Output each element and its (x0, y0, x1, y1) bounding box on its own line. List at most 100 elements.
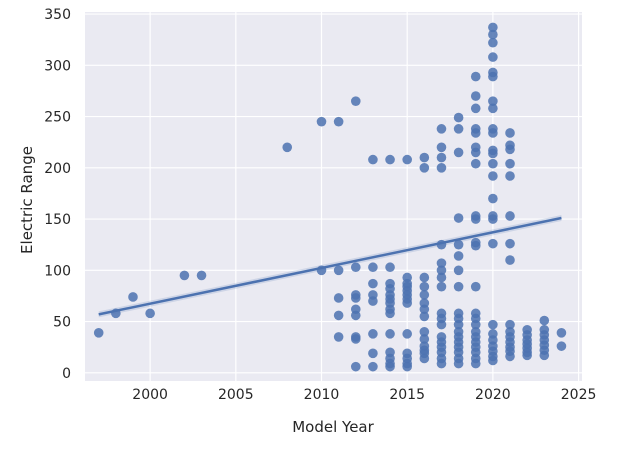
data-point (368, 278, 378, 289)
data-point (556, 328, 567, 338)
data-point (350, 310, 361, 321)
data-point (505, 144, 515, 155)
data-point (488, 128, 498, 138)
data-point (196, 270, 207, 281)
data-point (556, 341, 567, 351)
data-point (368, 262, 378, 273)
regression-layer (98, 215, 562, 318)
x-tick-label: 2000 (132, 387, 168, 403)
data-point (333, 332, 344, 342)
data-point (488, 148, 498, 159)
data-point (350, 293, 361, 303)
data-point (402, 329, 412, 339)
data-point (453, 281, 464, 292)
grid-lines (85, 12, 582, 381)
data-point (436, 272, 447, 283)
data-point (436, 358, 447, 369)
data-point (470, 158, 481, 169)
data-point (470, 319, 481, 330)
data-point (368, 296, 378, 306)
data-point (419, 272, 430, 283)
data-point (453, 147, 464, 158)
data-point (488, 71, 498, 82)
y-tick-label: 50 (53, 315, 71, 331)
data-point (470, 103, 481, 114)
data-point (316, 116, 327, 127)
data-point (419, 163, 430, 173)
y-tick-label: 100 (44, 263, 71, 279)
data-point (419, 290, 430, 300)
data-point (111, 308, 121, 319)
data-point (470, 358, 481, 369)
data-point (470, 240, 481, 251)
data-point (368, 329, 378, 339)
data-point (419, 304, 430, 315)
data-point (488, 319, 498, 330)
data-point (505, 171, 515, 181)
data-point (333, 293, 344, 303)
data-point (470, 91, 481, 101)
data-point (453, 239, 464, 250)
data-point (470, 71, 481, 82)
data-point (385, 262, 395, 273)
data-point (93, 328, 104, 338)
data-point (488, 29, 498, 40)
data-point (436, 281, 447, 292)
data-points (93, 22, 567, 372)
data-point (453, 319, 464, 330)
data-point (505, 319, 515, 330)
data-point (488, 52, 498, 62)
data-point (179, 270, 190, 281)
data-point (436, 142, 447, 153)
x-tick-label: 2015 (389, 387, 425, 403)
data-point (368, 348, 378, 359)
y-axis-label: Electric Range (18, 146, 36, 254)
data-point (505, 351, 515, 362)
y-tick-label: 200 (44, 161, 71, 177)
x-tick-label: 2025 (561, 387, 597, 403)
data-point (316, 265, 327, 276)
data-point (436, 265, 447, 276)
regression-line (98, 216, 562, 316)
data-point (419, 327, 430, 337)
x-tick-label: 2020 (475, 387, 511, 403)
data-point (436, 319, 447, 330)
data-point (539, 350, 550, 361)
data-point (488, 103, 498, 114)
data-point (488, 214, 498, 224)
data-point (333, 310, 344, 321)
data-point (419, 311, 430, 322)
data-point (488, 22, 498, 33)
data-point (539, 315, 550, 326)
data-point (488, 37, 498, 48)
data-point (453, 124, 464, 134)
y-tick-label: 150 (44, 212, 71, 228)
data-point (368, 154, 378, 165)
data-point (368, 361, 378, 372)
data-point (470, 281, 481, 292)
data-point (282, 142, 293, 153)
data-point (402, 154, 412, 165)
data-point (385, 329, 395, 339)
data-point (505, 158, 515, 169)
data-point (488, 171, 498, 181)
data-point (453, 112, 464, 123)
data-point (419, 152, 430, 163)
data-point (488, 355, 498, 366)
data-point (470, 147, 481, 158)
data-point (488, 96, 498, 106)
data-point (419, 353, 430, 364)
data-point (333, 116, 344, 127)
data-point (505, 238, 515, 249)
y-tick-label: 250 (44, 110, 71, 126)
data-point (436, 124, 447, 134)
data-point (453, 213, 464, 223)
data-point (436, 163, 447, 173)
x-axis-label: Model Year (292, 418, 374, 436)
y-tick-labels: 0 50 100 150 200 250 300 350 (44, 7, 71, 382)
data-point (419, 334, 430, 344)
data-point (419, 281, 430, 292)
data-point (145, 308, 155, 319)
data-point (470, 214, 481, 224)
